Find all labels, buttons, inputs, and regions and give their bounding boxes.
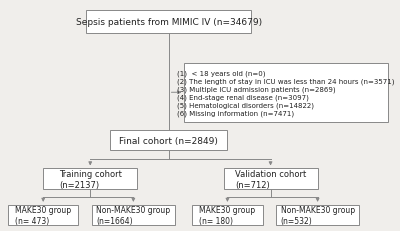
FancyBboxPatch shape bbox=[224, 169, 318, 189]
FancyBboxPatch shape bbox=[92, 205, 174, 225]
FancyBboxPatch shape bbox=[8, 205, 78, 225]
Text: Non-MAKE30 group
(n=1664): Non-MAKE30 group (n=1664) bbox=[96, 205, 170, 225]
Text: MAKE30 group
(n= 180): MAKE30 group (n= 180) bbox=[199, 205, 256, 225]
FancyBboxPatch shape bbox=[110, 130, 228, 151]
Text: MAKE30 group
(n= 473): MAKE30 group (n= 473) bbox=[15, 205, 71, 225]
Text: Non-MAKE30 group
(n=532): Non-MAKE30 group (n=532) bbox=[280, 205, 355, 225]
FancyBboxPatch shape bbox=[43, 169, 137, 189]
FancyBboxPatch shape bbox=[276, 205, 359, 225]
Text: Final cohort (n=2849): Final cohort (n=2849) bbox=[119, 136, 218, 145]
Text: Training cohort
(n=2137): Training cohort (n=2137) bbox=[59, 169, 122, 189]
FancyBboxPatch shape bbox=[192, 205, 263, 225]
Text: Sepsis patients from MIMIC IV (n=34679): Sepsis patients from MIMIC IV (n=34679) bbox=[76, 18, 262, 27]
FancyBboxPatch shape bbox=[86, 11, 251, 34]
Text: Validation cohort
(n=712): Validation cohort (n=712) bbox=[235, 169, 306, 189]
FancyBboxPatch shape bbox=[184, 64, 388, 122]
Text: (1)  < 18 years old (n=0)
(2) The length of stay in ICU was less than 24 hours (: (1) < 18 years old (n=0) (2) The length … bbox=[178, 70, 395, 116]
